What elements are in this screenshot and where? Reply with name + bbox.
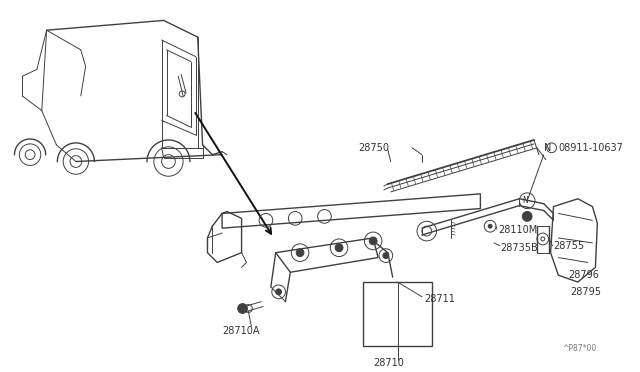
Circle shape — [296, 249, 304, 257]
Text: 28735B: 28735B — [500, 243, 538, 253]
Circle shape — [383, 253, 388, 259]
Text: 28795: 28795 — [570, 287, 601, 297]
Text: 28710: 28710 — [373, 358, 404, 368]
Text: 28796: 28796 — [568, 270, 599, 280]
Text: 28711: 28711 — [424, 294, 455, 304]
Circle shape — [488, 224, 492, 228]
Text: ^P87*00: ^P87*00 — [563, 344, 596, 353]
Circle shape — [369, 237, 377, 245]
Text: 08911-10637: 08911-10637 — [558, 143, 623, 153]
Circle shape — [237, 304, 248, 313]
Text: 28110M: 28110M — [498, 225, 537, 235]
Circle shape — [276, 289, 282, 295]
Text: 28710A: 28710A — [222, 326, 260, 336]
Circle shape — [522, 212, 532, 221]
Circle shape — [335, 244, 343, 252]
Text: 28755: 28755 — [554, 241, 584, 251]
Text: 28750: 28750 — [358, 143, 390, 153]
Text: N: N — [522, 196, 528, 205]
Text: N: N — [544, 143, 551, 153]
Bar — [364, 282, 431, 346]
